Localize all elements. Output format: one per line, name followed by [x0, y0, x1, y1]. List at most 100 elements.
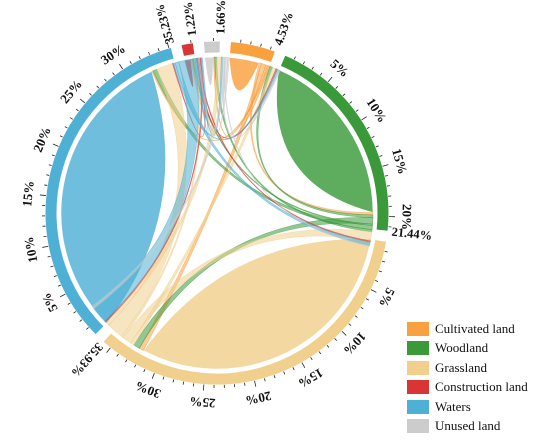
legend-label: Woodland [435, 340, 489, 356]
tick-mark [348, 323, 352, 326]
ribbon-grassland-to-woodland [122, 229, 373, 344]
tick-mark [106, 347, 111, 353]
ribbon-unused-land-to-waters [197, 57, 230, 136]
arcs-layer [44, 40, 390, 386]
tick-mark [42, 245, 49, 248]
ticks-layer [39, 38, 395, 391]
tick-mark [52, 143, 59, 147]
tick-mark [384, 175, 389, 177]
tick-mark [134, 364, 137, 368]
tick-mark [157, 48, 160, 52]
tick-mark [79, 98, 86, 104]
tick-mark [355, 109, 359, 112]
tick-mark [254, 380, 257, 387]
legend-item-construction-land: Construction land [407, 378, 547, 398]
tick-mark [172, 379, 175, 383]
ribbon-woodland-to-unused-land [214, 56, 373, 233]
total-label-grassland: 35.93% [68, 340, 105, 380]
legend-swatch [407, 360, 429, 375]
tick-mark [129, 61, 132, 65]
tick-mark [349, 101, 353, 104]
legend-label: Grassland [435, 359, 487, 375]
tick-mark [354, 315, 358, 318]
tick-mark [75, 108, 79, 112]
tick-mark [375, 280, 379, 282]
tick-mark [53, 275, 57, 278]
tick-label: 30% [98, 41, 128, 68]
tick-mark [67, 302, 71, 305]
tick-mark [292, 367, 295, 371]
tick-mark [310, 357, 313, 361]
legend-swatch [407, 380, 429, 395]
tick-mark [381, 260, 386, 263]
tick-mark [370, 289, 377, 293]
tick-mark [301, 362, 306, 368]
tick-mark [302, 61, 306, 65]
ribbon-cultivated-land-self [228, 57, 260, 91]
tick-label: 5% [328, 56, 353, 80]
ribbon-grassland-self [142, 238, 372, 370]
tick-mark [86, 327, 89, 330]
legend-item-cultivated-land: Cultivated land [407, 319, 547, 339]
ribbon-unused-land-to-grassland [91, 56, 229, 310]
tick-mark [47, 255, 51, 258]
ribbon-waters-self [60, 70, 166, 324]
ribbon-waters-to-grassland [93, 58, 199, 322]
tick-mark [79, 319, 83, 322]
tick-mark [116, 353, 119, 357]
tick-label: 10% [363, 95, 390, 125]
tick-mark [384, 250, 388, 253]
ribbon-woodland-to-cultivated-land [256, 65, 374, 218]
tick-label: 15% [19, 180, 37, 207]
tick-mark [366, 126, 370, 130]
tick-mark [273, 375, 276, 379]
ribbon-unused-land-self [204, 56, 214, 86]
tick-mark [64, 126, 68, 129]
tick-label: 30% [133, 378, 163, 401]
tick-mark [379, 155, 383, 157]
legend-label: Cultivated land [435, 320, 515, 336]
legend-item-unused-land: Unused land [407, 417, 547, 437]
total-label-woodland: 21.44% [391, 225, 433, 243]
tick-mark [260, 43, 262, 47]
tick-mark [365, 298, 369, 301]
tick-mark [250, 41, 252, 45]
tick-mark [342, 93, 346, 97]
arc-woodland [279, 54, 390, 232]
legend-swatch [407, 321, 429, 336]
legend-label: Unused land [435, 418, 501, 434]
tick-mark [39, 194, 46, 196]
total-label-waters: 35.23% [153, 3, 177, 46]
tick-mark [361, 116, 367, 121]
tick-label: 20% [244, 388, 273, 408]
tick-mark [264, 378, 266, 382]
tick-mark [59, 135, 63, 138]
total-label-construction-land: 1.22% [181, 1, 200, 37]
tick-mark [59, 293, 66, 298]
tick-label: 5% [376, 286, 398, 310]
tick-mark [378, 270, 382, 273]
tick-mark [89, 92, 92, 96]
arc-waters [44, 46, 175, 336]
tick-mark [371, 136, 375, 139]
legend: Cultivated land Woodland Grassland Const… [407, 319, 547, 436]
tick-label: 15% [389, 147, 411, 176]
tick-mark [270, 46, 272, 50]
tick-label: 5% [38, 290, 60, 314]
tick-mark [112, 72, 115, 76]
tick-mark [50, 265, 54, 268]
legend-swatch [407, 341, 429, 356]
tick-label: 20% [399, 204, 415, 230]
tick-mark [182, 381, 185, 385]
arc-grassland [102, 238, 388, 386]
tick-label: 25% [57, 77, 85, 107]
legend-swatch [407, 399, 429, 414]
tick-mark [382, 164, 389, 167]
tick-mark [319, 72, 323, 76]
tick-mark [326, 344, 330, 348]
tick-mark [318, 351, 322, 355]
ribbon-woodland-self [276, 69, 374, 213]
tick-mark [70, 117, 73, 120]
tick-mark [335, 86, 339, 89]
tick-mark [57, 284, 61, 287]
